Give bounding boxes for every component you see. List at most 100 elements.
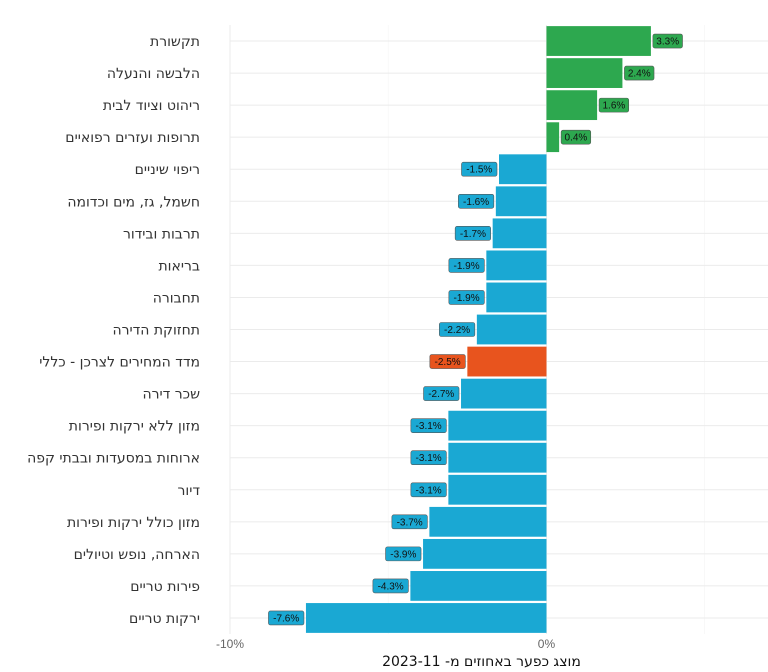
data-label-text: -2.7% — [428, 389, 454, 400]
x-tick-label: 0% — [538, 637, 556, 651]
bar — [499, 154, 547, 185]
bar — [448, 410, 547, 441]
category-label: שכר דירה — [143, 387, 201, 403]
data-label-box — [410, 450, 447, 466]
bar — [467, 346, 547, 377]
category-label: תרופות ועזרים רפואיים — [65, 130, 200, 146]
data-label-text: -2.2% — [444, 325, 470, 336]
category-label: בריאות — [158, 258, 200, 274]
data-label-box — [410, 418, 447, 433]
bar — [448, 442, 547, 473]
data-label-box — [391, 514, 428, 530]
data-label-box — [448, 258, 485, 273]
data-label: -3.1% — [410, 482, 447, 498]
category-label: חשמל, גז, מים וכדומה — [67, 194, 200, 210]
bar — [546, 90, 598, 121]
category-label: ריפוי שיניים — [135, 162, 200, 178]
data-label-text: -3.1% — [416, 485, 442, 496]
bar — [429, 506, 547, 537]
category-label: ריהוט וציוד לבית — [103, 98, 200, 114]
data-label: 1.6% — [598, 97, 630, 113]
data-label-text: -1.6% — [463, 197, 489, 208]
category-label: תרבות ובידור — [123, 226, 200, 242]
x-axis-ticks: -10% 0% — [216, 637, 555, 651]
data-label-text: -3.1% — [416, 421, 442, 432]
data-label-box — [385, 546, 422, 562]
bar — [423, 538, 547, 569]
category-label: תקשורת — [150, 34, 200, 50]
category-label: דיור — [178, 483, 201, 499]
data-label-box — [454, 226, 491, 241]
data-label: 3.3% — [652, 33, 683, 49]
data-label: -3.7% — [391, 514, 428, 530]
category-label: ארוחות במסעדות ובבתי קפה — [27, 451, 200, 467]
category-label: מזון ללא ירקות ופירות — [69, 419, 200, 435]
data-label-text: -1.9% — [454, 261, 480, 272]
data-label-box — [410, 482, 447, 498]
bar — [546, 58, 623, 88]
x-axis-label: מוצג כפער באחוזים מ- 2023-11 — [382, 654, 581, 670]
data-label: -7.6% — [268, 610, 305, 626]
bar — [546, 122, 560, 153]
data-label: -1.5% — [461, 161, 498, 177]
data-label: 2.4% — [624, 65, 655, 81]
data-label-text: 1.6% — [603, 101, 626, 112]
data-label: -3.1% — [410, 418, 447, 433]
bars — [305, 26, 651, 633]
data-label: -1.7% — [454, 226, 491, 241]
category-label: ירקות טריים — [129, 611, 200, 627]
data-label-box — [624, 65, 655, 81]
data-label-box — [652, 33, 683, 49]
data-label: 0.4% — [560, 129, 592, 145]
category-label: הלבשה והנעלה — [107, 66, 200, 82]
data-label-text: -3.9% — [390, 549, 416, 560]
data-label: -3.9% — [385, 546, 422, 562]
bar — [305, 603, 547, 633]
data-label-box — [448, 290, 485, 305]
data-label-text: -1.9% — [454, 293, 480, 304]
data-label: -4.3% — [372, 578, 409, 594]
data-label-box — [372, 578, 409, 594]
data-label-text: -2.5% — [435, 357, 461, 368]
data-label: -1.9% — [448, 258, 485, 273]
data-labels: 3.3% 2.4% 1.6% 0.4% -1.5% -1.6% -1.7% -1.9% -1.9… — [268, 33, 683, 626]
data-label-box — [560, 129, 592, 145]
data-label: -1.6% — [458, 193, 495, 209]
bar — [410, 571, 547, 601]
data-label-text: -7.6% — [273, 613, 299, 624]
bar — [486, 282, 547, 313]
category-label: הארחה, נופש וטיולים — [74, 547, 200, 563]
bar — [448, 474, 547, 505]
x-tick-label: -10% — [216, 637, 244, 651]
data-label-box — [268, 610, 305, 626]
data-label: -3.1% — [410, 450, 447, 466]
data-label-text: 0.4% — [565, 133, 588, 144]
data-label-box — [423, 386, 460, 401]
data-label: -2.5% — [429, 354, 466, 369]
category-label: תחזוקת הדירה — [112, 323, 200, 339]
bar — [546, 26, 651, 56]
category-label: מזון כולל ירקות ופירות — [67, 515, 200, 531]
data-label-text: -3.1% — [416, 453, 442, 464]
data-label-box — [461, 161, 498, 177]
data-label-box — [429, 354, 466, 369]
data-label: -1.9% — [448, 290, 485, 305]
bar — [492, 218, 547, 249]
data-label-text: -4.3% — [378, 581, 404, 592]
data-label-text: 3.3% — [656, 37, 679, 48]
data-label: -2.2% — [439, 322, 476, 337]
category-label: פירות טריים — [130, 579, 200, 595]
data-label-box — [598, 97, 630, 113]
category-label: תחבורה — [153, 290, 200, 306]
category-label: מדד המחירים לצרכן - כללי — [39, 355, 200, 371]
data-label-box — [439, 322, 476, 337]
data-label-text: -3.7% — [397, 517, 423, 528]
data-label-box — [458, 193, 495, 209]
data-label-text: 2.4% — [628, 69, 651, 80]
category-labels: תקשורת הלבשה והנעלה ריהוט וציוד לבית תרופות… — [27, 34, 200, 627]
bar — [476, 314, 547, 345]
bar — [495, 186, 547, 217]
bar — [461, 378, 547, 409]
bar — [486, 250, 547, 281]
